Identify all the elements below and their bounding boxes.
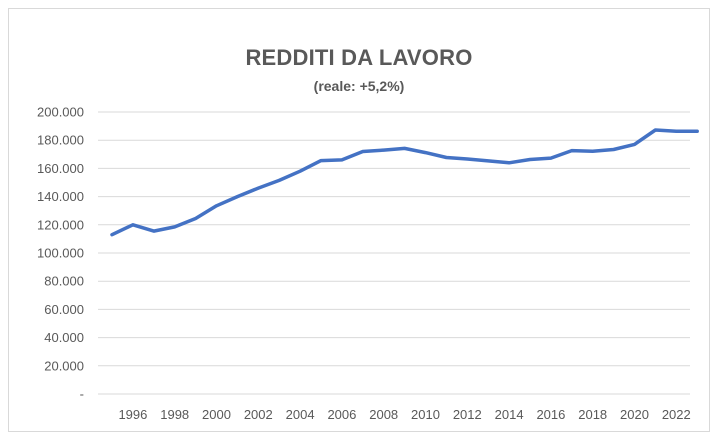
x-tick-label: 1998 (160, 407, 189, 422)
chart-frame: REDDITI DA LAVORO (reale: +5,2%) (8, 8, 710, 432)
y-tick-label: 120.000 (37, 217, 84, 232)
x-tick-label: 2014 (495, 407, 524, 422)
x-tick-label: 2018 (578, 407, 607, 422)
y-tick-label: - (80, 387, 84, 402)
chart-subtitle: (reale: +5,2%) (313, 78, 405, 94)
y-tick-label: 60.000 (44, 302, 84, 317)
x-tick-label: 2010 (411, 407, 440, 422)
y-tick-label: 40.000 (44, 330, 84, 345)
x-tick-label: 2000 (202, 407, 231, 422)
chart-title: REDDITI DA LAVORO (245, 45, 473, 70)
x-tick-label: 2016 (536, 407, 565, 422)
x-tick-label: 2006 (327, 407, 356, 422)
y-tick-label: 80.000 (44, 274, 84, 289)
series-line (110, 128, 699, 237)
x-tick-label: 2022 (662, 407, 691, 422)
x-tick-label: 2002 (244, 407, 273, 422)
y-tick-label: 100.000 (37, 246, 84, 261)
y-tick-label: 20.000 (44, 358, 84, 373)
x-tick-label: 2004 (286, 407, 315, 422)
x-tick-label: 2008 (369, 407, 398, 422)
x-tick-label: 2012 (453, 407, 482, 422)
y-tick-label: 160.000 (37, 161, 84, 176)
y-tick-label: 180.000 (37, 133, 84, 148)
y-tick-label: 200.000 (37, 105, 84, 120)
x-tick-label: 2020 (620, 407, 649, 422)
y-tick-label: 140.000 (37, 189, 84, 204)
x-tick-label: 1996 (118, 407, 147, 422)
